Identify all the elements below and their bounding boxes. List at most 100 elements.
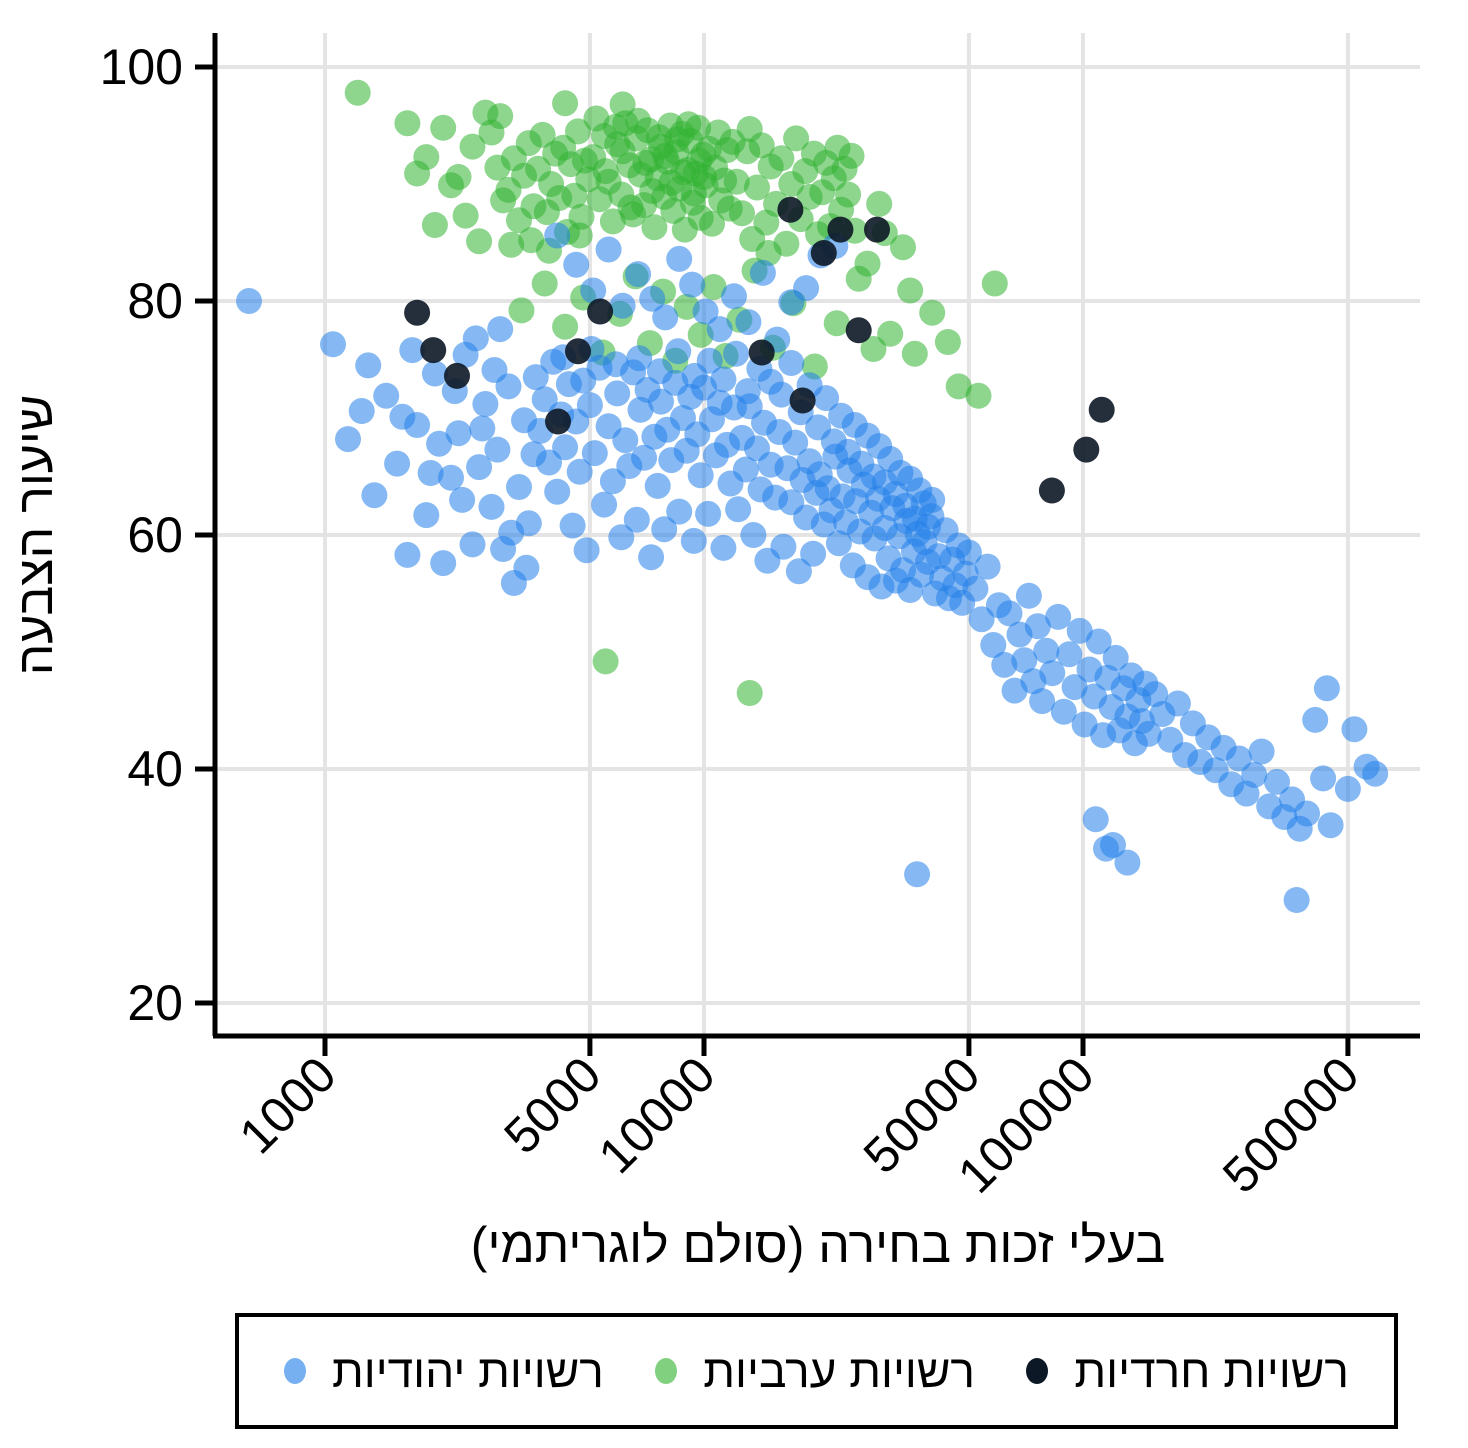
y-axis-label: שיעור הצבעה — [7, 395, 63, 676]
data-point-jewish — [623, 506, 650, 533]
data-point-jewish — [580, 277, 607, 304]
data-point-jewish — [706, 316, 733, 343]
data-point-jewish — [602, 351, 629, 378]
data-point-jewish — [996, 600, 1023, 627]
data-point-jewish — [599, 468, 626, 495]
data-point-jewish — [651, 516, 678, 543]
y-tick-label: 40 — [127, 741, 183, 797]
data-point-jewish — [1102, 644, 1129, 671]
data-point-jewish — [236, 288, 262, 314]
data-point-arab — [625, 107, 652, 134]
data-point-jewish — [1310, 765, 1337, 792]
data-point-jewish — [484, 436, 511, 463]
data-point-jewish — [687, 462, 714, 489]
data-point-jewish — [1114, 849, 1141, 876]
data-point-arab — [508, 297, 535, 324]
data-point-haredi — [444, 362, 470, 389]
data-point-jewish — [513, 554, 540, 581]
data-point-jewish — [1082, 806, 1109, 833]
data-point-jewish — [506, 474, 532, 500]
data-point-arab — [609, 91, 636, 118]
legend-label-jewish: רשויות יהודיות — [332, 1345, 604, 1397]
x-tick-label: 500000 — [1212, 1046, 1370, 1204]
data-point-jewish — [680, 527, 707, 554]
data-point-arab — [632, 149, 659, 176]
data-point-jewish — [1248, 738, 1275, 765]
data-point-arab — [736, 116, 763, 142]
data-point-haredi — [827, 216, 854, 243]
data-point-haredi — [845, 317, 872, 344]
data-point-arab — [699, 210, 725, 237]
data-point-jewish — [793, 275, 820, 302]
data-point-arab — [660, 197, 687, 224]
data-point-arab — [438, 172, 464, 199]
data-point-arab — [459, 133, 486, 160]
y-tick-label: 60 — [127, 507, 183, 563]
data-point-jewish — [335, 426, 361, 453]
data-point-jewish — [770, 533, 797, 560]
data-point-jewish — [710, 366, 737, 393]
data-point-arab — [823, 310, 850, 337]
data-point-haredi — [587, 298, 614, 325]
data-point-jewish — [1135, 720, 1162, 747]
data-point-arab — [452, 202, 479, 229]
data-point-jewish — [552, 434, 579, 461]
data-point-jewish — [595, 236, 622, 263]
x-tick-label: 1000 — [229, 1046, 347, 1164]
arab-series-dot-icon — [655, 1358, 678, 1384]
data-point-jewish — [734, 378, 761, 405]
data-point-jewish — [644, 472, 671, 499]
data-point-jewish — [566, 458, 593, 485]
data-point-arab — [641, 214, 668, 241]
data-point-jewish — [735, 309, 762, 336]
data-point-jewish — [1164, 690, 1191, 717]
data-point-jewish — [904, 861, 931, 888]
data-point-jewish — [646, 358, 673, 385]
data-point-jewish — [638, 544, 665, 571]
data-point-haredi — [864, 216, 890, 243]
x-tick-label: 10000 — [588, 1046, 726, 1184]
data-point-jewish — [498, 519, 525, 546]
data-point-haredi — [545, 408, 571, 435]
data-point-jewish — [692, 298, 719, 325]
data-point-haredi — [777, 196, 804, 223]
data-point-arab — [565, 118, 591, 145]
data-point-arab — [552, 313, 579, 340]
data-point-jewish — [1045, 603, 1072, 630]
data-point-jewish — [639, 285, 666, 312]
data-point-jewish — [627, 396, 654, 423]
data-point-jewish — [782, 429, 809, 456]
data-point-jewish — [1024, 613, 1051, 640]
data-point-jewish — [472, 391, 499, 417]
data-point-arab — [877, 320, 904, 347]
data-point-jewish — [1056, 641, 1083, 668]
data-point-haredi — [404, 299, 431, 326]
data-point-jewish — [1093, 835, 1119, 862]
data-point-jewish — [373, 382, 400, 409]
data-point-arab — [901, 340, 928, 367]
data-point-jewish — [1362, 760, 1389, 787]
data-point-arab — [919, 299, 946, 326]
data-point-jewish — [1066, 617, 1093, 644]
legend-label-arab: רשויות ערביות — [703, 1345, 975, 1397]
data-point-jewish — [466, 454, 493, 481]
data-point-jewish — [695, 500, 722, 527]
data-point-jewish — [626, 345, 653, 372]
data-point-arab — [617, 194, 644, 221]
data-point-jewish — [785, 558, 812, 585]
data-point-arab — [592, 648, 619, 675]
data-point-jewish — [573, 537, 600, 564]
data-point-arab — [466, 228, 493, 255]
data-point-jewish — [1334, 775, 1361, 802]
data-point-jewish — [576, 392, 603, 419]
x-axis-label: בעלי זכות בחירה (סולם לוגריתמי) — [471, 1217, 1165, 1273]
data-point-arab — [945, 373, 972, 400]
data-point-arab — [484, 154, 511, 181]
data-point-arab — [755, 240, 782, 266]
data-point-jewish — [413, 502, 440, 529]
data-point-jewish — [665, 338, 692, 365]
data-point-jewish — [749, 259, 776, 286]
data-point-jewish — [1302, 706, 1329, 733]
data-point-jewish — [1226, 745, 1252, 772]
data-point-jewish — [1050, 698, 1077, 725]
